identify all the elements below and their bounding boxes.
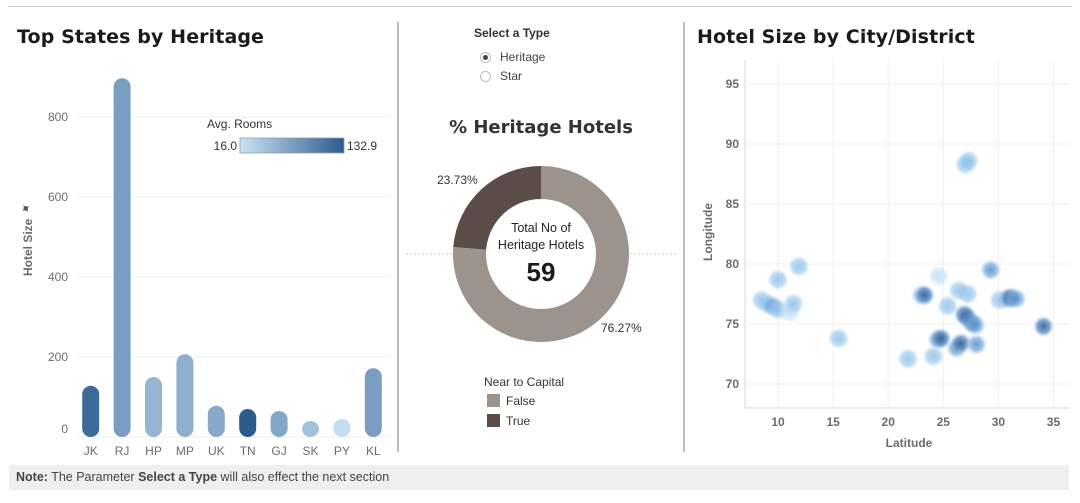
- x-axis-title: Latitude: [886, 436, 933, 450]
- legend-title: Near to Capital: [484, 375, 565, 389]
- radio-star[interactable]: Star: [480, 69, 522, 83]
- x-tick-label: 20: [882, 415, 896, 429]
- scatter-point[interactable]: [964, 314, 986, 336]
- bar-PY[interactable]: [333, 419, 351, 437]
- donut-chart: Total No of Heritage Hotels 59 23.73% 76…: [406, 166, 676, 342]
- slice-label-true: 23.73%: [437, 173, 478, 187]
- x-tick-label: 15: [826, 415, 840, 429]
- x-tick-label: UK: [208, 444, 225, 458]
- legend-item-false[interactable]: False: [487, 394, 535, 408]
- scatter-point[interactable]: [980, 259, 1002, 281]
- x-tick-label: PY: [334, 444, 350, 458]
- x-tick-label: HP: [145, 444, 162, 458]
- bar-KL[interactable]: [364, 368, 382, 437]
- x-tick-label: 35: [1047, 415, 1061, 429]
- scatter-point[interactable]: [1033, 315, 1055, 337]
- legend-swatch-true: [487, 414, 500, 427]
- bar-JK[interactable]: [82, 385, 100, 437]
- scatter-point[interactable]: [828, 327, 850, 349]
- radio-label-heritage: Heritage: [500, 50, 546, 64]
- divider-left: [397, 22, 399, 452]
- top-border: [8, 6, 1072, 7]
- bar-UK[interactable]: [207, 405, 225, 437]
- x-tick-label: RJ: [115, 444, 130, 458]
- scatter-point[interactable]: [950, 332, 972, 354]
- radio-heritage[interactable]: Heritage: [480, 50, 545, 64]
- donut-title: % Heritage Hotels: [449, 117, 633, 138]
- scatter-point[interactable]: [767, 269, 789, 291]
- color-legend-ramp: [239, 137, 345, 154]
- y-tick-label: 85: [726, 197, 740, 211]
- y-axis-title-scatter: Longitude: [701, 203, 715, 261]
- note-text-1: The Parameter: [51, 470, 135, 484]
- radio-dot-star[interactable]: [480, 70, 491, 82]
- x-tick-label: KL: [366, 444, 381, 458]
- scatter-point[interactable]: [965, 333, 987, 355]
- note-bar: Note: The Parameter Select a Type will a…: [9, 465, 1069, 490]
- x-tick-label: 10: [771, 415, 785, 429]
- bar-HP[interactable]: [145, 377, 162, 437]
- radio-label-star: Star: [500, 69, 523, 83]
- note-prefix: Note:: [16, 470, 48, 484]
- scatter-point[interactable]: [928, 265, 950, 287]
- y-axis-title: Hotel Size: [21, 218, 35, 276]
- radio-dot-heritage[interactable]: [480, 51, 491, 63]
- bar-MP[interactable]: [176, 354, 194, 437]
- slice-label-false: 76.27%: [601, 321, 642, 335]
- x-tick-label: MP: [176, 444, 194, 458]
- note-bold: Select a Type: [138, 470, 218, 484]
- y-tick-label: 95: [726, 77, 740, 91]
- y-tick-label: 90: [726, 137, 740, 151]
- x-tick-label: 25: [937, 415, 951, 429]
- y-tick-label: 80: [726, 257, 740, 271]
- y-tick-label: 75: [726, 317, 740, 331]
- note-text-2: will also effect the next section: [220, 470, 390, 484]
- y-tick-label: 70: [726, 377, 740, 391]
- legend-label-false: False: [506, 394, 536, 408]
- scatter-point[interactable]: [897, 348, 919, 370]
- x-tick-label: JK: [84, 444, 98, 458]
- bar-chart: 0 200 400 600 800 JK RJ HP MP UK TN GJ SK PY KL Hotel …: [17, 78, 390, 458]
- y-tick-label: 200: [48, 350, 68, 364]
- scatter-chart-title: Hotel Size by City/District: [697, 26, 975, 48]
- center-value: 59: [527, 257, 556, 287]
- color-legend-min: 16.0: [214, 139, 238, 153]
- pin-icon[interactable]: ✦: [17, 199, 35, 218]
- x-tick-label: SK: [302, 444, 318, 458]
- color-legend-max: 132.9: [347, 139, 377, 153]
- center-label-line2: Heritage Hotels: [498, 238, 584, 252]
- bar-TN[interactable]: [239, 409, 257, 437]
- y-tick-label: 400: [48, 270, 68, 284]
- scatter-chart: 10 15 20 25 30 35 70 75 80 85 90 95 Latitude Longit…: [701, 60, 1070, 450]
- legend-swatch-false: [487, 394, 500, 407]
- scatter-point[interactable]: [930, 327, 952, 349]
- x-tick-label: TN: [240, 444, 256, 458]
- scatter-point[interactable]: [958, 150, 980, 172]
- center-label-line1: Total No of: [511, 221, 571, 235]
- divider-right: [683, 22, 685, 452]
- donut-hole: [486, 199, 596, 309]
- y-tick-label: 800: [48, 110, 68, 124]
- select-type-title: Select a Type: [474, 26, 550, 40]
- scatter-point[interactable]: [948, 279, 970, 301]
- bar-GJ[interactable]: [270, 411, 288, 437]
- y-tick-label: 0: [61, 422, 68, 436]
- legend-item-true[interactable]: True: [487, 414, 530, 428]
- scatter-point[interactable]: [937, 295, 959, 317]
- bar-chart-title: Top States by Heritage: [17, 26, 265, 48]
- bar-SK[interactable]: [302, 421, 319, 437]
- x-tick-label: GJ: [271, 444, 286, 458]
- scatter-point[interactable]: [922, 345, 944, 367]
- scatter-point[interactable]: [914, 284, 936, 306]
- y-tick-label: 600: [48, 190, 68, 204]
- bar-RJ[interactable]: [113, 78, 131, 437]
- scatter-point[interactable]: [788, 255, 810, 277]
- x-tick-label: 30: [992, 415, 1006, 429]
- color-legend-title: Avg. Rooms: [207, 117, 272, 131]
- scatter-point[interactable]: [782, 293, 804, 315]
- scatter-point[interactable]: [1005, 288, 1027, 310]
- legend-label-true: True: [506, 414, 531, 428]
